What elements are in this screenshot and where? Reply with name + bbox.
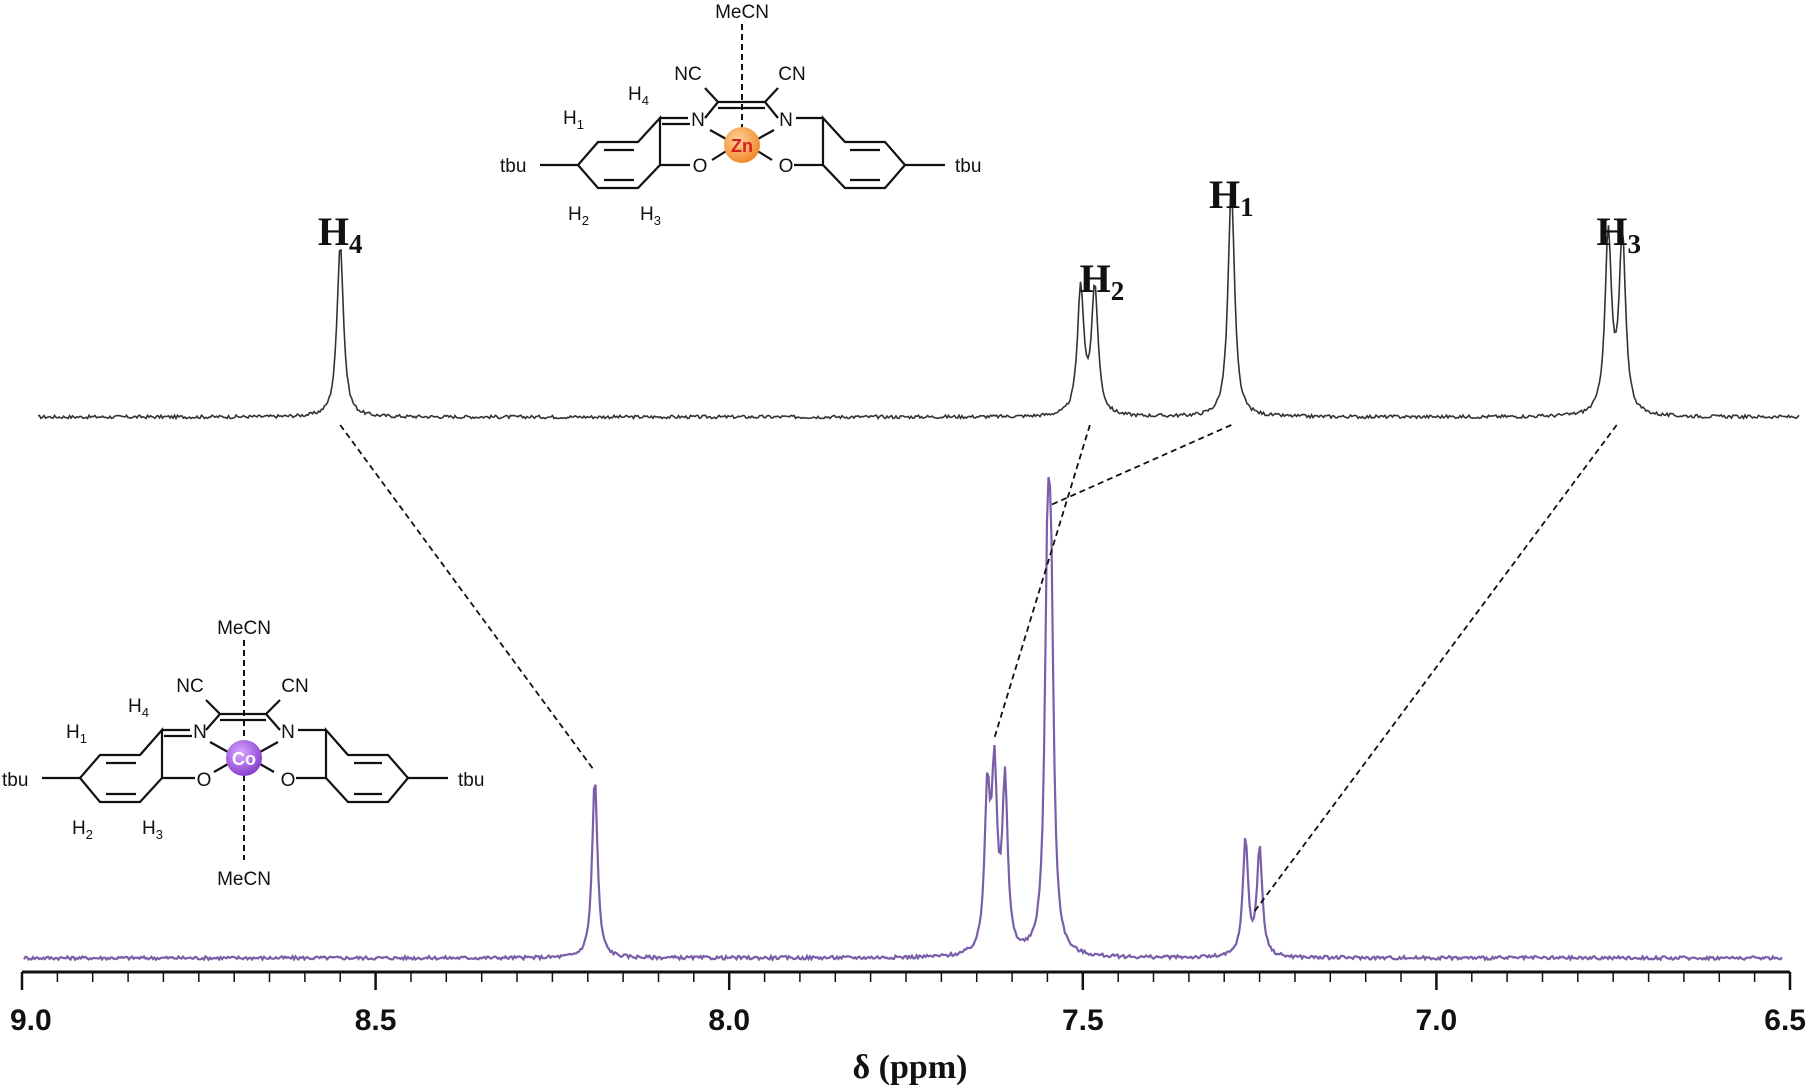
zn-metal-label: Zn: [731, 136, 753, 156]
zn-tbu-right: tbu: [955, 156, 981, 177]
cobalt-complex-structure: MeCN MeCN NC CN N N H4 H1 H2 H3 tbu O O …: [2, 618, 484, 890]
co-o-left: O: [197, 770, 212, 791]
zn-h4-label: H4: [628, 84, 649, 108]
zn-metal-atom: [724, 127, 760, 163]
correlation-lines: [339, 424, 1618, 915]
spectrum-line-1: [37, 191, 1800, 421]
x-tick-label: 9.0: [10, 1004, 52, 1037]
peak-label-h3: H3: [1596, 209, 1641, 259]
co-tbu-right: tbu: [458, 770, 484, 791]
zinc-complex-structure: MeCN NC CN N N H4 H1 H2 H3 tbu O O tbu Z…: [500, 2, 981, 228]
x-axis: 9.0 8.5 8.0 7.5 7.0 6.5: [10, 970, 1806, 1037]
correlation-line-3: [1050, 424, 1232, 506]
zn-h1-label: H1: [563, 108, 584, 132]
correlation-line-2: [993, 424, 1091, 739]
zn-o-left: O: [693, 156, 708, 177]
co-o-right: O: [281, 770, 296, 791]
zn-o-right: O: [779, 156, 794, 177]
zn-n-left: N: [691, 110, 705, 131]
x-tick-label: 6.5: [1764, 1004, 1806, 1037]
co-tbu-left: tbu: [2, 770, 28, 791]
spectra-layer: [23, 191, 1800, 962]
co-cn-label: CN: [281, 676, 308, 697]
co-metal-atom: [226, 740, 262, 776]
peak-label-h2: H2: [1080, 256, 1125, 306]
co-h4-label: H4: [128, 696, 149, 720]
zn-axial-mecn-label: MeCN: [715, 2, 769, 23]
zn-h2-label: H2: [568, 204, 589, 228]
zn-cn-label: CN: [778, 64, 805, 85]
co-metal-label: Co: [232, 749, 256, 769]
co-axial-top-mecn: MeCN: [217, 618, 271, 639]
peak-label-h1: H1: [1209, 172, 1254, 222]
co-h2-label: H2: [72, 818, 93, 842]
co-n-right: N: [281, 722, 295, 743]
zn-tbu-left: tbu: [500, 156, 526, 177]
co-axial-bottom-mecn: MeCN: [217, 869, 271, 890]
x-tick-label: 8.5: [355, 1004, 397, 1037]
zn-h3-label: H3: [640, 204, 661, 228]
co-nc-label: NC: [176, 676, 203, 697]
peak-annotations: H4 H2 H1 H3: [318, 172, 1641, 306]
correlation-line-4: [1251, 424, 1618, 915]
zn-nc-label: NC: [674, 64, 701, 85]
co-h3-label: H3: [142, 818, 163, 842]
x-tick-label: 7.0: [1416, 1004, 1458, 1037]
co-h1-label: H1: [66, 722, 87, 746]
zn-n-right: N: [779, 110, 793, 131]
x-axis-title: δ (ppm): [853, 1049, 968, 1086]
x-tick-label: 8.0: [708, 1004, 750, 1037]
x-tick-label: 7.5: [1062, 1004, 1104, 1037]
correlation-line-1: [339, 424, 596, 772]
co-n-left: N: [193, 722, 207, 743]
peak-label-h4: H4: [318, 209, 363, 259]
spectrum-line-2: [23, 476, 1783, 962]
